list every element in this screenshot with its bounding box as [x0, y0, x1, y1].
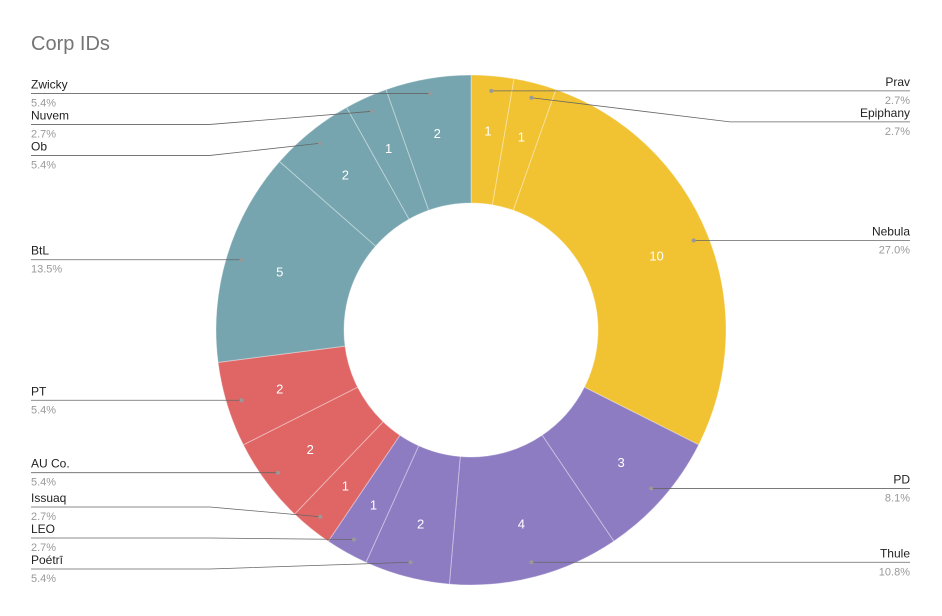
leader-dot [351, 537, 356, 542]
leader-line [31, 142, 321, 156]
leader-dot [428, 91, 433, 96]
legend-percent: 5.4% [31, 477, 56, 489]
slice [345, 88, 430, 220]
legend-percent: 2.7% [31, 542, 56, 554]
leader-line [31, 561, 411, 570]
slice-value-label: 1 [370, 498, 377, 513]
legend-label: BtL [31, 244, 49, 258]
slice [385, 74, 472, 211]
legend-percent: 2.7% [31, 511, 56, 523]
leader-dot [318, 141, 323, 146]
slice [448, 434, 615, 586]
slice-value-label: 2 [276, 382, 283, 397]
slice-value-label: 1 [484, 124, 491, 139]
leader-line [31, 506, 321, 518]
leader-dot [318, 514, 323, 519]
legend-label: LEO [31, 522, 55, 536]
slice-value-label: 2 [307, 442, 314, 457]
slice-value-label: 1 [342, 479, 349, 494]
leader-line [31, 110, 373, 125]
slice [491, 78, 557, 211]
slice [217, 345, 359, 446]
legend-percent: 27.0% [879, 245, 910, 257]
leader-dot [239, 398, 244, 403]
legend-percent: 5.4% [31, 97, 56, 109]
slice-value-label: 2 [417, 517, 424, 532]
slice [541, 386, 700, 542]
legend-percent: 2.7% [885, 126, 910, 138]
slice [512, 88, 727, 446]
legend-label: Nuvem [31, 108, 69, 122]
legend-label: Thule [880, 546, 910, 560]
chart-title: Corp IDs [31, 33, 110, 55]
slice [242, 386, 384, 515]
legend-percent: 8.1% [885, 493, 910, 505]
leader-dot [529, 560, 534, 565]
legend-percent: 13.5% [31, 264, 62, 276]
leader-dot [691, 238, 696, 243]
slice-value-label: 2 [342, 167, 349, 182]
slice-value-label: 5 [276, 264, 283, 279]
legend-percent: 5.4% [31, 159, 56, 171]
legend-percent: 2.7% [885, 95, 910, 107]
leader-dot [529, 95, 534, 100]
legend-percent: 10.8% [879, 566, 910, 578]
leader-dot [239, 257, 244, 262]
legend-label: Zwicky [31, 77, 68, 91]
legend-label: PT [31, 384, 47, 398]
slice [215, 160, 377, 363]
legend-label: PD [893, 473, 910, 487]
legend-label: Prav [885, 75, 910, 89]
leader-dot [408, 560, 413, 565]
slice-value-label: 1 [518, 129, 525, 144]
legend-percent: 2.7% [31, 128, 56, 140]
legend-label: Poétrī [31, 553, 64, 567]
slice [470, 74, 515, 206]
leader-dot [649, 486, 654, 491]
slice [278, 106, 410, 247]
slice [293, 420, 401, 542]
slice-value-label: 1 [385, 141, 392, 156]
slice-value-label: 4 [518, 517, 525, 532]
slice-value-label: 10 [649, 248, 663, 263]
leader-dot [370, 109, 375, 114]
legend-label: AU Co. [31, 457, 70, 471]
leader-dot [276, 470, 281, 475]
legend-percent: 5.4% [31, 404, 56, 416]
legend-label: Ob [31, 139, 47, 153]
slice-value-label: 3 [618, 455, 625, 470]
leader-line [31, 537, 354, 540]
legend-label: Epiphany [860, 106, 910, 120]
legend-label: Nebula [872, 225, 910, 239]
legend-label: Issuaq [31, 491, 66, 505]
slice-value-label: 2 [434, 126, 441, 141]
leader-dot [489, 88, 494, 93]
legend-percent: 5.4% [31, 573, 56, 585]
leader-line [531, 97, 910, 123]
